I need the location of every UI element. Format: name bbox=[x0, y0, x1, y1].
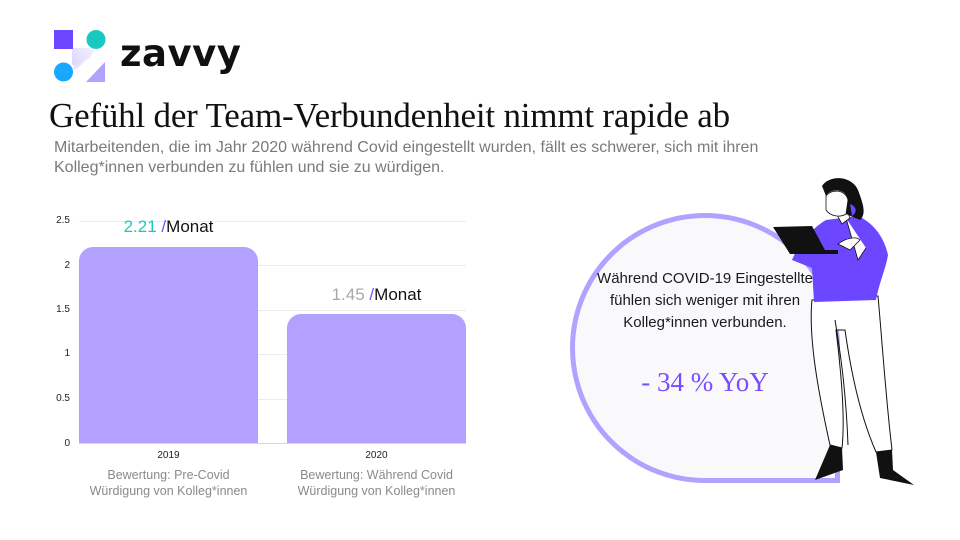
gridline bbox=[79, 399, 466, 400]
x-sublabel-2019-line2: Würdigung von Kolleg*innen bbox=[89, 484, 248, 498]
callout-bubble bbox=[570, 213, 840, 483]
bar-value: 1.45 bbox=[331, 285, 365, 304]
y-tick: 1 bbox=[64, 348, 70, 359]
gridline bbox=[79, 221, 466, 222]
y-tick: 1.5 bbox=[56, 304, 70, 315]
slash: / bbox=[369, 285, 375, 304]
bar-chart: 2.5 2 1.5 1 0.5 0 2.21 /Monat 1.45 /Mona… bbox=[56, 215, 466, 498]
y-tick: 0.5 bbox=[56, 393, 70, 404]
x-sublabel-2020-line2: Würdigung von Kolleg*innen bbox=[297, 484, 456, 498]
y-tick: 2 bbox=[64, 260, 70, 271]
page-subtitle: Mitarbeitenden, die im Jahr 2020 während… bbox=[54, 139, 759, 176]
woman-with-laptop-illustration-icon bbox=[773, 178, 914, 485]
page-title: Gefühl der Team-Verbundenheit nimmt rapi… bbox=[49, 96, 730, 135]
bar-value: 2.21 bbox=[123, 217, 157, 236]
unit: Monat bbox=[374, 285, 422, 304]
x-axis-line bbox=[79, 443, 466, 444]
callout-stat: - 34 % YoY bbox=[641, 367, 769, 397]
bar-value-label-2020: 1.45 /Monat bbox=[287, 285, 466, 305]
slash: / bbox=[161, 217, 167, 236]
gridline bbox=[79, 310, 466, 311]
bar-2020 bbox=[287, 314, 466, 443]
x-sublabel-2019-line1: Bewertung: Pre-Covid bbox=[107, 468, 230, 482]
y-tick: 0 bbox=[64, 438, 70, 449]
x-category-2019: 2019 bbox=[157, 450, 180, 461]
callout-text: Während COVID-19 Eingestellte fühlen sic… bbox=[597, 270, 813, 331]
brand-name: zavvy bbox=[120, 32, 242, 75]
gridline bbox=[79, 354, 466, 355]
y-tick: 2.5 bbox=[56, 215, 70, 226]
zavvy-logo-icon bbox=[54, 30, 106, 82]
x-sublabel-2020-line1: Bewertung: Während Covid bbox=[300, 468, 453, 482]
bar-value-label-2019: 2.21 /Monat bbox=[79, 217, 258, 237]
bar-2019 bbox=[79, 247, 258, 443]
gridline bbox=[79, 265, 466, 266]
unit: Monat bbox=[166, 217, 214, 236]
x-category-2020: 2020 bbox=[365, 450, 388, 461]
